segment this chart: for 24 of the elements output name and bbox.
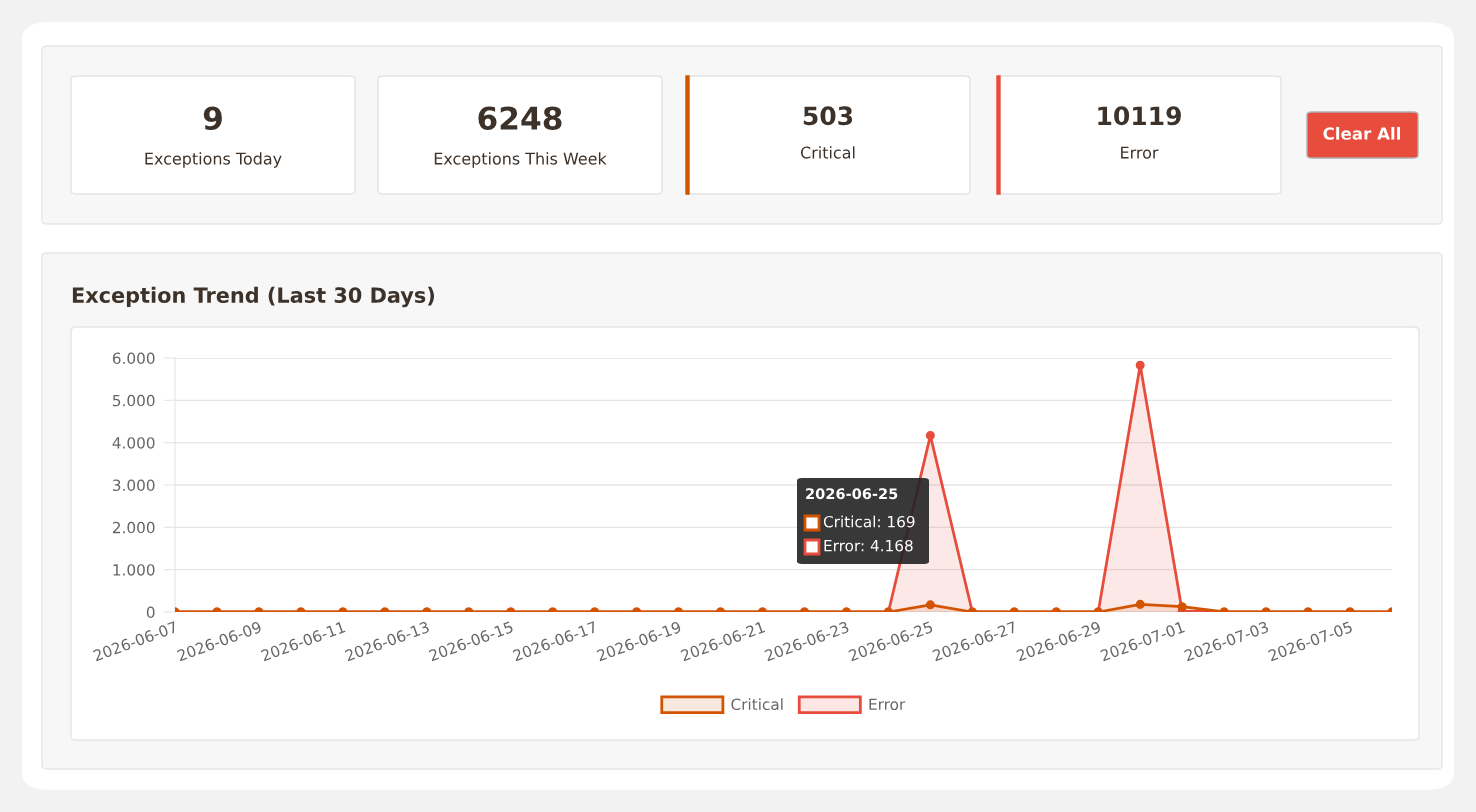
text: Exceptions Today: [145, 152, 282, 168]
text: 503: [803, 106, 853, 126]
y-tick-label: 0: [146, 606, 155, 619]
point: [1135, 360, 1145, 370]
text: 10119: [1098, 106, 1181, 126]
point: [925, 431, 935, 441]
y-tick-label: 3.000: [112, 479, 155, 492]
legend-label: Critical: [731, 698, 783, 711]
y-tick-label: 6.000: [112, 352, 155, 365]
chart-title: Exception Trend (Last 30 Days): [72, 286, 434, 308]
text: 6248: [478, 106, 562, 131]
annotation: 2026-06-25: [806, 488, 898, 500]
text: Exceptions This Week: [434, 152, 607, 168]
text: Critical: [800, 146, 855, 159]
y-tick-label: 1.000: [113, 564, 155, 576]
legend-label: Error: [869, 698, 906, 711]
annotation: Error: 4.168: [824, 539, 913, 552]
text: Error: [1121, 146, 1159, 159]
y-tick-label: 2.000: [112, 521, 155, 534]
annotation: Critical: 169: [823, 515, 915, 528]
y-tick-label: 4.000: [112, 437, 155, 449]
y-tick-label: 5.000: [113, 394, 155, 407]
text: 9: [203, 106, 222, 131]
text: Clear All: [1323, 126, 1401, 140]
